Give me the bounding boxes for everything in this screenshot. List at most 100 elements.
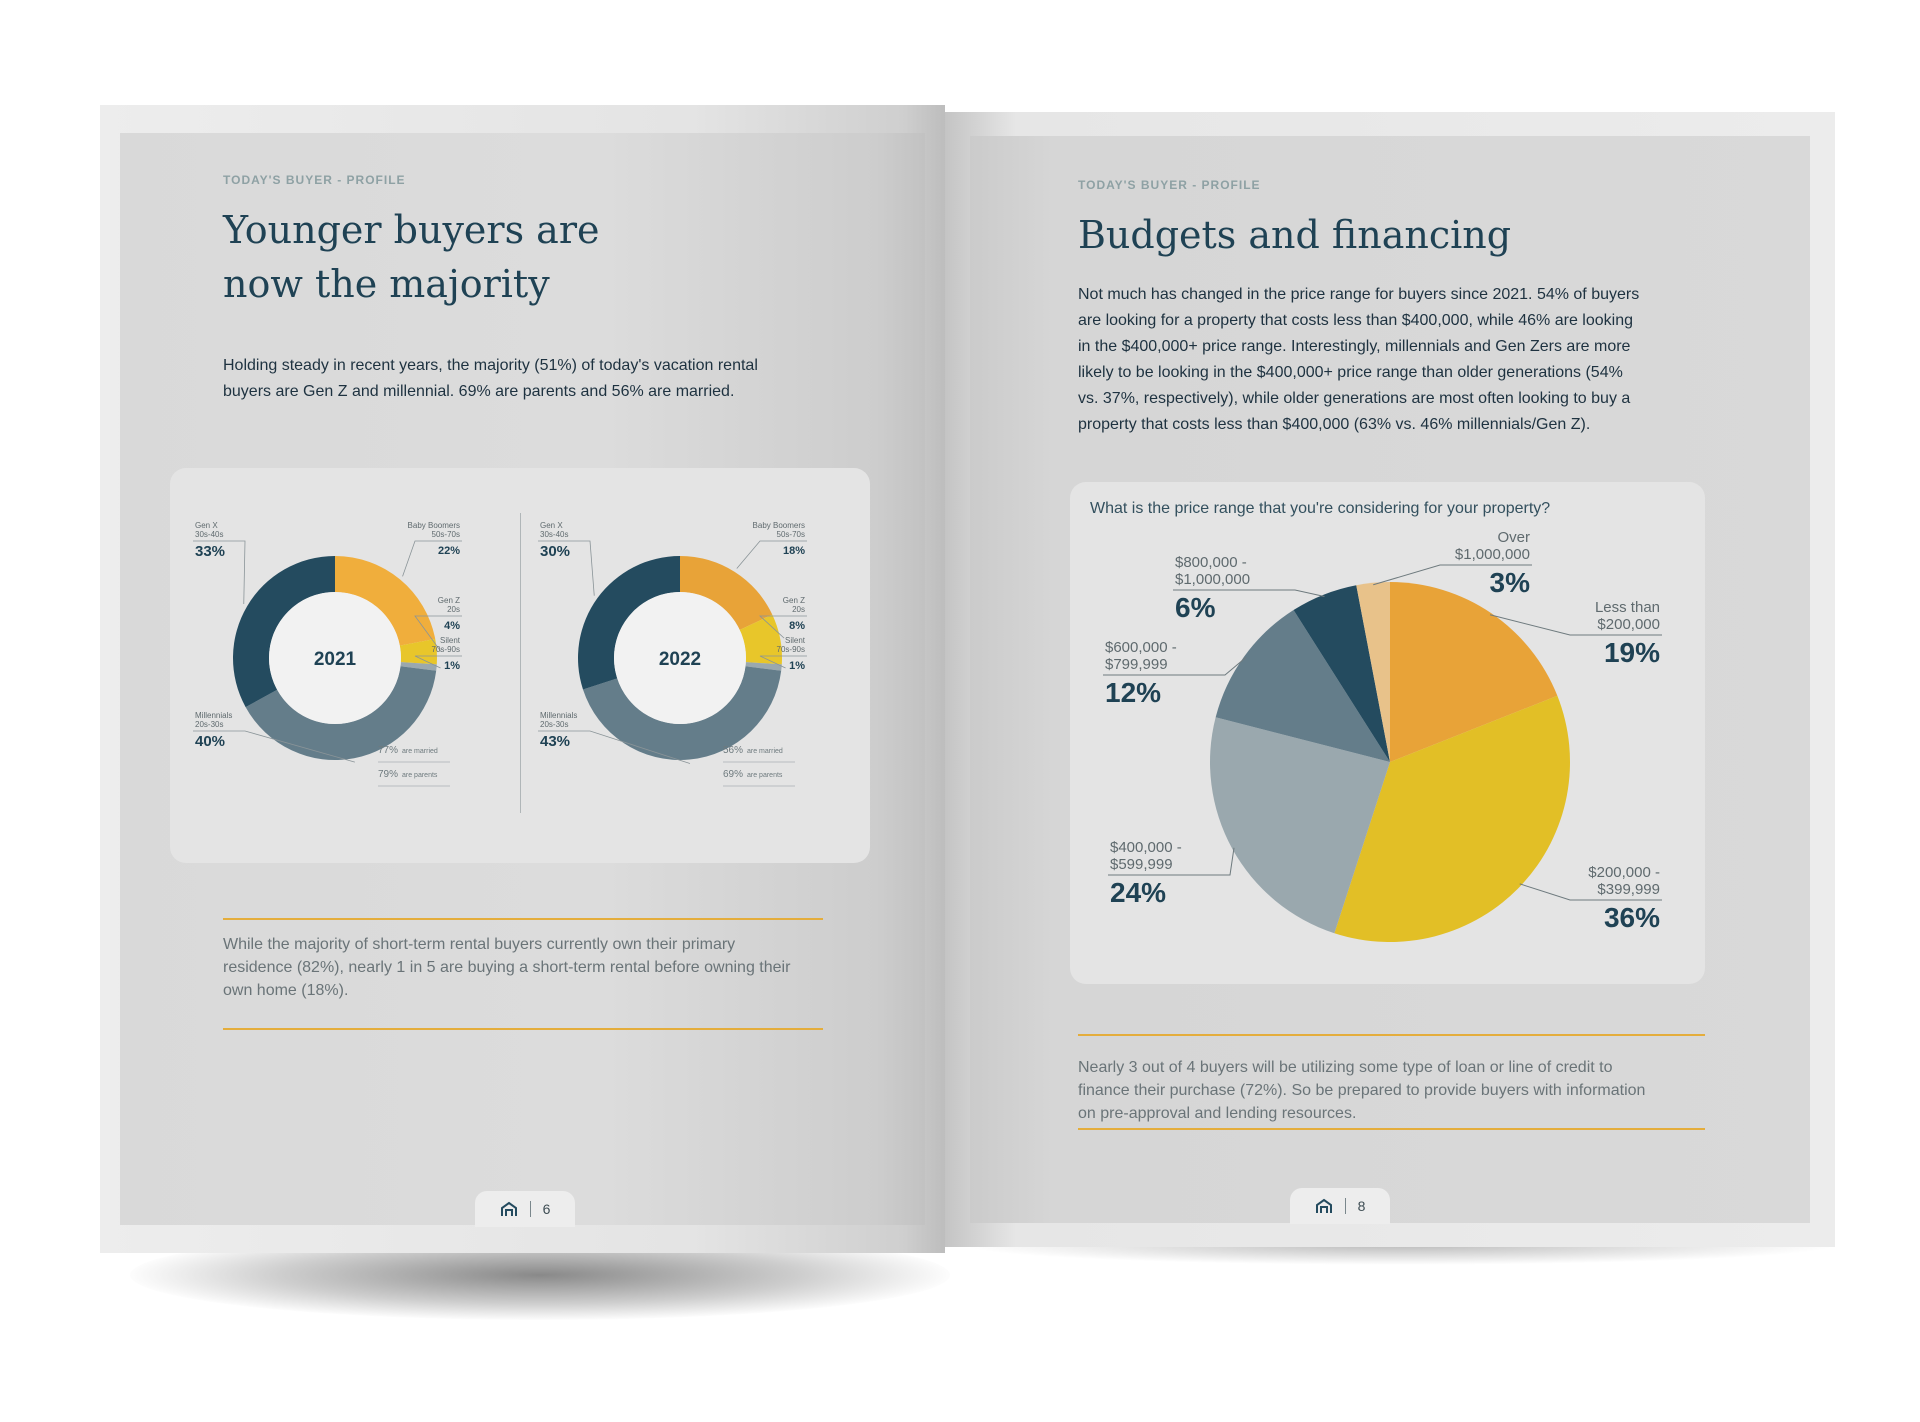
legend-value-millennials: 43%	[540, 733, 570, 750]
donut-slice-silent	[745, 662, 782, 671]
stat-label: are parents	[747, 772, 783, 779]
pie-sublabel-600-000-799-999: $799,999	[1105, 656, 1168, 673]
legend-label-baby-boomers: Baby Boomers	[408, 521, 460, 530]
stat-value: 69%	[723, 769, 743, 780]
legend-value-gen-x: 30%	[540, 543, 570, 560]
footer-separator	[529, 1201, 531, 1217]
leader-line	[736, 540, 807, 569]
right-body-text: Not much has changed in the price range …	[1078, 282, 1718, 438]
stat-label: are parents	[402, 772, 438, 779]
pie-leader-line	[1489, 614, 1662, 636]
legend-sublabel-baby-boomers: 50s-70s	[777, 530, 805, 539]
left-page-inner: TODAY'S BUYER - PROFILE Younger buyers a…	[120, 133, 925, 1227]
legend-sublabel-silent: 70s-90s	[432, 645, 460, 654]
right-eyebrow: TODAY'S BUYER - PROFILE	[1078, 178, 1261, 192]
right-body-line: property that costs less than $400,000 (…	[1078, 416, 1591, 433]
right-page: TODAY'S BUYER - PROFILE Budgets and fina…	[945, 112, 1835, 1247]
pie-value-800-000-1-000-000: 6%	[1175, 592, 1216, 623]
price-range-pie-chart: Less than$200,000 19% $200,000 -$399,999 36…	[1103, 532, 1662, 942]
donut-slice-gen-x	[578, 556, 680, 690]
donut-slice-gen-z	[399, 638, 437, 665]
leader-line	[759, 655, 807, 669]
footer-separator	[1344, 1198, 1346, 1214]
pie-value-over-1-000-000: 3%	[1490, 567, 1531, 598]
leader-line	[193, 730, 355, 763]
donut-slice-baby-boomers	[335, 556, 436, 646]
legend-value-gen-z: 4%	[444, 620, 460, 632]
callout-bottom-rule	[223, 1028, 823, 1030]
legend-value-millennials: 40%	[195, 733, 225, 750]
legend-label-silent: Silent	[785, 636, 806, 645]
right-body-line: vs. 37%, respectively), while older gene…	[1078, 390, 1631, 407]
legend-sublabel-baby-boomers: 50s-70s	[432, 530, 460, 539]
legend-label-gen-z: Gen Z	[783, 596, 805, 605]
legend-sublabel-millennials: 20s-30s	[195, 720, 223, 729]
legend-label-gen-z: Gen Z	[438, 596, 460, 605]
home-logo-icon	[500, 1201, 517, 1216]
pie-leader-line	[1173, 589, 1325, 597]
donut-slice-baby-boomers	[680, 556, 773, 630]
home-logo-icon	[1315, 1198, 1332, 1213]
left-title-line1: Younger buyers are	[223, 208, 600, 252]
pie-label-over-1-000-000: Over	[1497, 532, 1530, 546]
pie-slice-800-000-1-000-000	[1293, 585, 1390, 762]
left-intro-line1: Holding steady in recent years, the majo…	[223, 357, 758, 374]
legend-label-gen-x: Gen X	[195, 521, 218, 530]
generation-charts-card: 2021 Baby Boomers 50s-70s 22% Gen Z 20s 4% Sile…	[170, 468, 870, 863]
pie-sublabel-400-000-599-999: $599,999	[1110, 856, 1173, 873]
pie-label-200-000-399-999: $200,000 -	[1588, 864, 1660, 881]
stat-value: 56%	[723, 745, 743, 756]
leader-line	[414, 615, 462, 652]
left-page: TODAY'S BUYER - PROFILE Younger buyers a…	[100, 105, 945, 1253]
leader-line	[414, 655, 462, 669]
donut-hole	[269, 592, 401, 724]
page-number: 8	[1357, 1198, 1366, 1214]
left-intro: Holding steady in recent years, the majo…	[223, 353, 843, 405]
legend-value-baby-boomers: 18%	[783, 545, 805, 557]
left-title-line2: now the majority	[223, 262, 550, 306]
donut-year-label: 2021	[314, 649, 357, 670]
right-title: Budgets and financing	[1078, 213, 1512, 257]
pie-sublabel-800-000-1-000-000: $1,000,000	[1175, 571, 1250, 588]
left-callout: While the majority of short-term rental …	[223, 933, 843, 1002]
stat-label: are married	[747, 748, 783, 755]
pie-sublabel-200-000-399-999: $399,999	[1597, 881, 1660, 898]
legend-sublabel-silent: 70s-90s	[777, 645, 805, 654]
pie-value-600-000-799-999: 12%	[1105, 677, 1161, 708]
donut-slice-millennials	[582, 666, 782, 760]
right-body-line: in the $400,000+ price range. Interestin…	[1078, 338, 1631, 355]
pie-leader-line	[1519, 883, 1662, 901]
right-callout-top-rule	[1078, 1034, 1705, 1036]
donut-slice-silent	[400, 662, 437, 671]
legend-sublabel-gen-x: 30s-40s	[540, 530, 568, 539]
price-range-card: What is the price range that you're cons…	[1070, 482, 1705, 984]
legend-value-baby-boomers: 22%	[438, 545, 460, 557]
pie-slice-less-than-200-000	[1390, 582, 1558, 762]
left-title: Younger buyers are now the majority	[223, 203, 599, 311]
right-callout-line2: finance their purchase (72%). So be prep…	[1078, 1082, 1646, 1099]
legend-sublabel-gen-z: 20s	[792, 605, 805, 614]
legend-label-baby-boomers: Baby Boomers	[753, 521, 805, 530]
legend-value-gen-x: 33%	[195, 543, 225, 560]
left-page-footer: 6	[475, 1191, 575, 1227]
left-callout-line3: own home (18%).	[223, 982, 349, 999]
leader-line	[758, 615, 807, 639]
left-intro-line2: buyers are Gen Z and millennial. 69% are…	[223, 383, 735, 400]
right-callout-line1: Nearly 3 out of 4 buyers will be utilizi…	[1078, 1059, 1613, 1076]
pie-leader-line	[1108, 847, 1235, 876]
donut-slice-millennials	[245, 666, 437, 760]
leader-line	[538, 540, 595, 596]
page-number: 6	[542, 1201, 551, 1217]
card-divider	[520, 513, 521, 813]
pie-leader-line	[1103, 656, 1247, 676]
right-body-line: likely to be looking in the $400,000+ pr…	[1078, 364, 1623, 381]
legend-sublabel-gen-z: 20s	[447, 605, 460, 614]
right-page-footer: 8	[1290, 1188, 1390, 1224]
legend-value-silent: 1%	[444, 660, 460, 672]
pie-label-600-000-799-999: $600,000 -	[1105, 639, 1177, 656]
leader-line	[538, 730, 691, 764]
pie-slice-over-1-000-000	[1356, 582, 1390, 762]
donut-slice-gen-x	[233, 556, 335, 708]
legend-label-millennials: Millennials	[540, 711, 577, 720]
